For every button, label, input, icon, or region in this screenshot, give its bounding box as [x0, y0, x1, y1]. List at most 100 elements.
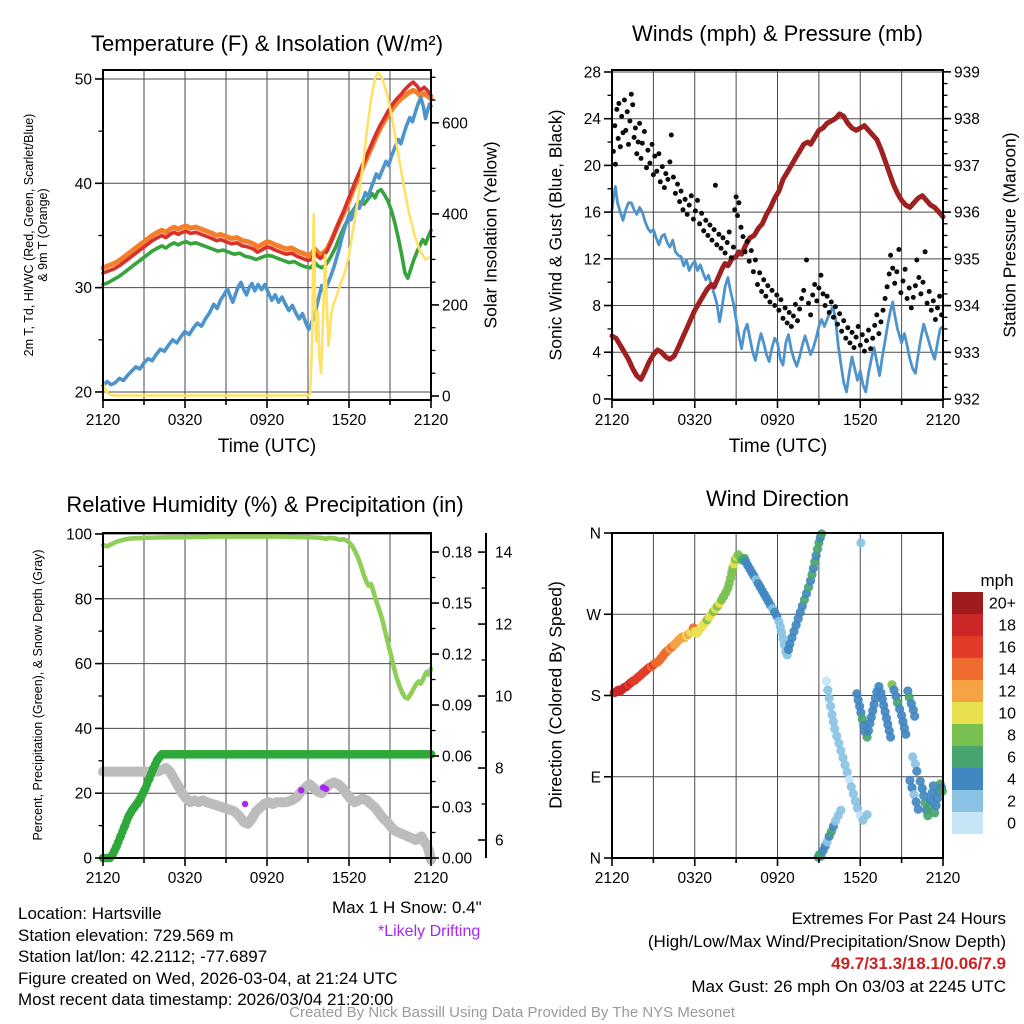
svg-text:6: 6	[495, 833, 504, 850]
svg-text:8: 8	[1007, 728, 1016, 745]
svg-text:933: 933	[954, 345, 980, 362]
extremes-values: 49.7/31.3/18.1/0.06/7.9	[831, 954, 1006, 973]
svg-text:40: 40	[75, 176, 93, 193]
svg-text:400: 400	[442, 206, 468, 223]
svg-text:938: 938	[954, 111, 980, 128]
chart-title-temperature: Temperature (F) & Insolation (W/m²)	[90, 31, 444, 56]
station-elevation: Station elevation: 729.569 m	[18, 925, 234, 945]
svg-text:0.00: 0.00	[442, 851, 473, 868]
svg-text:20+: 20+	[989, 596, 1016, 613]
svg-text:E: E	[591, 769, 601, 786]
svg-text:16: 16	[584, 205, 601, 222]
svg-text:0: 0	[83, 851, 92, 868]
extremes-subtitle: (High/Low/Max Wind/Precipitation/Snow De…	[647, 931, 1006, 951]
station-latlon: Station lat/lon: 42.2112; -77.6897	[18, 947, 268, 966]
relative-humidity	[100, 534, 434, 701]
svg-text:100: 100	[66, 526, 92, 543]
wind-chill	[101, 96, 433, 388]
svg-text:0: 0	[592, 391, 601, 408]
svg-text:2120: 2120	[86, 412, 121, 429]
svg-text:N: N	[590, 526, 601, 543]
extremes-title: Extremes For Past 24 Hours	[791, 909, 1006, 928]
likely-drifting-annotation: *Likely Drifting	[378, 923, 481, 940]
svg-text:0.06: 0.06	[442, 749, 472, 766]
winds-pressure-chart: 2120 0320 0920 1520 2120 0 4 8 12 16 20 24 28 932 933 9…	[584, 64, 980, 429]
chart-title-wind-direction: Wind Direction	[705, 486, 850, 511]
svg-text:0.03: 0.03	[442, 800, 472, 817]
svg-text:W: W	[586, 607, 601, 624]
svg-text:S: S	[591, 688, 601, 705]
svg-text:2120: 2120	[595, 870, 630, 887]
svg-text:600: 600	[442, 115, 468, 132]
svg-text:1520: 1520	[332, 412, 367, 429]
svg-text:8: 8	[592, 298, 601, 315]
svg-text:2120: 2120	[926, 870, 961, 887]
dewpoint-2m	[101, 187, 433, 287]
svg-text:0: 0	[1007, 816, 1016, 833]
svg-text:20: 20	[75, 384, 93, 401]
max-snow-annotation: Max 1 H Snow: 0.4"	[332, 898, 482, 917]
svg-text:16: 16	[998, 640, 1016, 657]
svg-text:12: 12	[495, 617, 512, 634]
svg-text:2120: 2120	[926, 412, 961, 429]
svg-text:40: 40	[75, 721, 93, 738]
svg-text:80: 80	[75, 591, 93, 608]
chart-title-winds: Winds (mph) & Pressure (mb)	[632, 21, 923, 46]
svg-text:0320: 0320	[168, 412, 203, 429]
svg-text:24: 24	[584, 111, 602, 128]
svg-text:0.12: 0.12	[442, 647, 472, 664]
svg-text:6: 6	[1007, 750, 1016, 767]
yaxis-label-pressure-right: Station Pressure (Maroon)	[999, 132, 1020, 338]
yaxis-label-insolation-right: Solar Insolation (Yellow)	[480, 141, 501, 329]
sonic-wind	[610, 185, 945, 394]
svg-text:0.09: 0.09	[442, 698, 472, 715]
max-gust-line: Max Gust: 26 mph On 03/03 at 2245 UTC	[691, 976, 1006, 996]
xaxis-label-winds: Time (UTC)	[728, 436, 828, 457]
svg-text:20: 20	[584, 158, 602, 175]
svg-text:2120: 2120	[595, 412, 630, 429]
svg-text:8: 8	[495, 761, 504, 778]
svg-text:935: 935	[954, 251, 980, 268]
humidity-precip-chart: 2120 0320 0920 1520 2120 0 20 40 60 80 100 0.00 0.03…	[66, 526, 512, 887]
yaxis-label-humidity-left: Percent, Precipitation (Green), & Snow D…	[31, 549, 45, 841]
svg-text:0.18: 0.18	[442, 545, 472, 562]
svg-text:10: 10	[495, 689, 513, 706]
svg-text:937: 937	[954, 158, 980, 175]
svg-text:2: 2	[1007, 794, 1016, 811]
svg-text:10: 10	[998, 706, 1016, 723]
svg-text:0920: 0920	[250, 412, 285, 429]
svg-text:0920: 0920	[760, 412, 795, 429]
svg-text:936: 936	[954, 205, 980, 222]
svg-text:20: 20	[75, 786, 93, 803]
yaxis-label-temperature-left-line2: & 9m T (Orange)	[36, 188, 50, 282]
station-pressure	[609, 111, 946, 382]
svg-text:4: 4	[592, 345, 601, 362]
station-info-block: Location: Hartsville Station elevation: …	[18, 903, 398, 1011]
yaxis-label-temperature-left-line1: 2m T, Td, HI/WC (Red, Green, Scarlet/Blu…	[22, 113, 36, 357]
svg-text:0320: 0320	[678, 412, 713, 429]
recent-data-timestamp: Most recent data timestamp: 2026/03/04 2…	[18, 990, 394, 1009]
svg-text:0920: 0920	[250, 870, 285, 887]
extremes-block: Extremes For Past 24 Hours (High/Low/Max…	[648, 908, 1006, 998]
chart-title-humidity: Relative Humidity (%) & Precipitation (i…	[66, 492, 464, 517]
svg-text:30: 30	[75, 280, 93, 297]
svg-text:1520: 1520	[332, 870, 367, 887]
temp-2m	[101, 80, 433, 275]
snow-depth	[98, 763, 436, 865]
svg-text:934: 934	[954, 298, 980, 315]
svg-text:12: 12	[584, 251, 601, 268]
temperature-insolation-chart: 2120 0320 0920 1520 2120 20 30 40 50 0 200 400 600	[75, 69, 468, 429]
station-location: Location: Hartsville	[18, 904, 162, 923]
yaxis-label-direction-left: Direction (Colored By Speed)	[545, 581, 566, 809]
svg-text:0920: 0920	[760, 870, 795, 887]
svg-text:2120: 2120	[414, 870, 449, 887]
svg-text:2120: 2120	[86, 870, 121, 887]
speed-legend: mph 20+ 18 16 14 12 10 8 6 4 2 0	[952, 571, 1016, 834]
svg-text:18: 18	[998, 618, 1016, 635]
figure-created-timestamp: Figure created on Wed, 2026-03-04, at 21…	[18, 968, 398, 988]
svg-text:50: 50	[75, 71, 93, 88]
svg-text:1520: 1520	[843, 870, 878, 887]
svg-text:0: 0	[442, 388, 451, 405]
svg-text:N: N	[590, 851, 601, 868]
